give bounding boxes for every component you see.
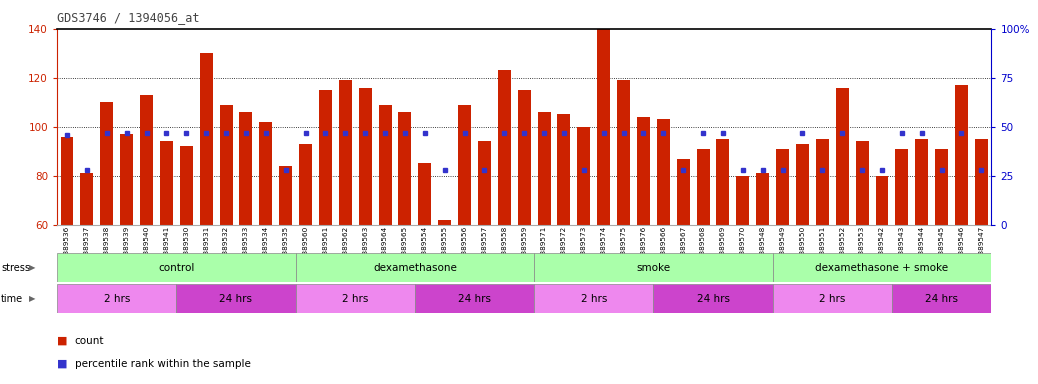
Bar — [538, 112, 550, 225]
Bar — [535, 284, 653, 313]
Bar — [637, 117, 650, 225]
Bar — [296, 253, 535, 282]
Bar — [498, 70, 511, 225]
Bar — [415, 284, 535, 313]
Bar — [816, 139, 828, 225]
Bar — [618, 80, 630, 225]
Text: 2 hrs: 2 hrs — [580, 293, 607, 304]
Text: ▶: ▶ — [29, 263, 35, 272]
Bar — [772, 284, 892, 313]
Bar — [240, 112, 252, 225]
Bar — [296, 284, 415, 313]
Bar — [597, 29, 610, 225]
Text: 2 hrs: 2 hrs — [819, 293, 846, 304]
Text: 24 hrs: 24 hrs — [925, 293, 958, 304]
Bar — [916, 139, 928, 225]
Bar — [458, 105, 471, 225]
Bar — [160, 141, 173, 225]
Bar — [399, 112, 411, 225]
Bar — [338, 80, 352, 225]
Bar — [875, 176, 889, 225]
Bar — [757, 173, 769, 225]
Bar — [736, 176, 749, 225]
Bar — [260, 122, 272, 225]
Bar — [57, 253, 296, 282]
Bar — [677, 159, 689, 225]
Bar — [975, 139, 988, 225]
Text: 2 hrs: 2 hrs — [104, 293, 130, 304]
Bar — [577, 127, 591, 225]
Text: 24 hrs: 24 hrs — [219, 293, 252, 304]
Bar — [176, 284, 296, 313]
Bar — [796, 144, 809, 225]
Text: percentile rank within the sample: percentile rank within the sample — [75, 359, 250, 369]
Bar — [935, 149, 948, 225]
Bar — [101, 102, 113, 225]
Text: ■: ■ — [57, 336, 67, 346]
Bar — [220, 105, 233, 225]
Bar — [81, 173, 93, 225]
Bar — [379, 105, 391, 225]
Text: dexamethasone: dexamethasone — [373, 263, 457, 273]
Bar — [299, 144, 312, 225]
Text: control: control — [158, 263, 194, 273]
Bar — [535, 253, 772, 282]
Bar — [57, 284, 176, 313]
Bar — [180, 146, 193, 225]
Bar — [359, 88, 372, 225]
Bar — [855, 141, 869, 225]
Bar — [140, 95, 153, 225]
Bar — [120, 134, 133, 225]
Text: stress: stress — [1, 263, 30, 273]
Text: time: time — [1, 293, 23, 304]
Bar — [418, 164, 431, 225]
Text: 2 hrs: 2 hrs — [343, 293, 368, 304]
Bar — [696, 149, 710, 225]
Bar — [716, 139, 730, 225]
Bar — [557, 114, 571, 225]
Bar — [319, 90, 332, 225]
Bar — [477, 141, 491, 225]
Bar — [892, 284, 991, 313]
Bar — [955, 85, 967, 225]
Text: dexamethasone + smoke: dexamethasone + smoke — [816, 263, 949, 273]
Bar — [776, 149, 789, 225]
Bar — [772, 253, 991, 282]
Bar — [657, 119, 670, 225]
Text: ▶: ▶ — [29, 294, 35, 303]
Text: GDS3746 / 1394056_at: GDS3746 / 1394056_at — [57, 12, 199, 25]
Text: smoke: smoke — [636, 263, 671, 273]
Bar — [279, 166, 292, 225]
Text: 24 hrs: 24 hrs — [696, 293, 730, 304]
Bar — [896, 149, 908, 225]
Text: count: count — [75, 336, 104, 346]
Text: ■: ■ — [57, 359, 67, 369]
Bar — [199, 53, 213, 225]
Bar — [836, 88, 849, 225]
Bar — [438, 220, 452, 225]
Bar — [518, 90, 530, 225]
Text: 24 hrs: 24 hrs — [458, 293, 491, 304]
Bar — [653, 284, 772, 313]
Bar — [60, 136, 74, 225]
